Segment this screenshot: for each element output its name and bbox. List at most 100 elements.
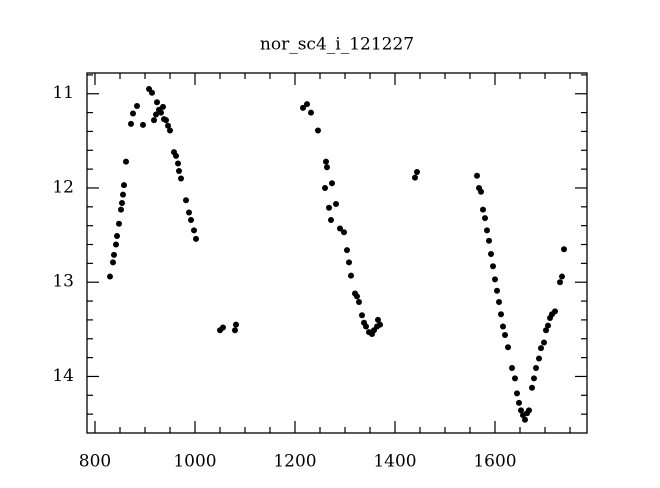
data-point (377, 321, 383, 328)
data-point (154, 99, 160, 106)
data-point (543, 327, 549, 334)
data-point (502, 331, 508, 338)
data-point (414, 168, 420, 175)
data-point (324, 164, 330, 171)
data-point (167, 127, 173, 134)
data-point (412, 174, 418, 181)
data-point (344, 247, 350, 254)
data-point (220, 324, 226, 331)
data-point (484, 227, 490, 234)
data-point (186, 209, 192, 216)
data-point (300, 104, 306, 111)
data-point (541, 339, 547, 346)
data-point (552, 308, 558, 315)
data-point (538, 345, 544, 352)
data-point (121, 182, 127, 189)
y-tick-label: 11 (52, 83, 74, 103)
data-point (114, 233, 120, 240)
data-point (356, 299, 362, 306)
data-point (323, 158, 329, 165)
chart-title: nor_sc4_i_121227 (260, 35, 414, 55)
data-point (490, 263, 496, 270)
data-point (509, 364, 515, 371)
data-point (505, 344, 511, 351)
data-point (348, 272, 354, 279)
data-point (557, 279, 563, 286)
data-point (140, 121, 146, 128)
data-point (522, 416, 528, 423)
data-point (329, 180, 335, 187)
data-point (130, 110, 136, 117)
data-point (363, 323, 369, 330)
x-tick-label: 1400 (373, 452, 416, 472)
data-point (333, 200, 339, 207)
data-point (322, 184, 328, 191)
data-point (518, 407, 524, 414)
data-point (183, 197, 189, 204)
data-point (500, 323, 506, 330)
data-point (119, 200, 125, 207)
data-point (328, 217, 334, 224)
data-point (178, 175, 184, 182)
data-point (498, 311, 504, 318)
data-point (494, 287, 500, 294)
data-point (188, 217, 194, 224)
data-point (165, 122, 171, 129)
x-tick-label: 1600 (473, 452, 516, 472)
data-point (232, 327, 238, 334)
data-point (176, 168, 182, 175)
data-point (173, 152, 179, 159)
data-point (354, 293, 360, 300)
data-point (492, 276, 498, 283)
data-point (120, 191, 126, 198)
data-point (536, 355, 542, 362)
data-point (559, 273, 565, 280)
x-tick-label: 1000 (173, 452, 216, 472)
plot-frame (86, 72, 588, 434)
data-point (163, 117, 169, 124)
data-point (193, 235, 199, 242)
data-point (488, 250, 494, 257)
data-point (375, 316, 381, 323)
data-point (151, 117, 157, 124)
data-point (118, 206, 124, 213)
data-point (474, 172, 480, 179)
data-point (107, 273, 113, 280)
data-point (512, 375, 518, 382)
data-point (113, 241, 119, 248)
y-tick-label: 14 (52, 366, 74, 386)
data-point (529, 384, 535, 391)
data-point (158, 109, 164, 116)
data-point (346, 259, 352, 266)
data-point (561, 246, 567, 253)
x-tick-label: 1200 (273, 452, 316, 472)
data-point (160, 103, 166, 110)
data-point (359, 312, 365, 319)
data-point (191, 227, 197, 234)
data-point (478, 188, 484, 195)
data-point (110, 259, 116, 266)
data-point (308, 109, 314, 116)
data-point (480, 206, 486, 213)
y-tick-label: 12 (52, 177, 74, 197)
data-point (128, 120, 134, 127)
data-point (545, 322, 551, 329)
data-point (337, 225, 343, 232)
data-point (175, 160, 181, 167)
data-point (516, 399, 522, 406)
data-point (116, 220, 122, 227)
data-point (149, 89, 155, 96)
data-point (111, 251, 117, 258)
data-point (153, 111, 159, 118)
data-point (341, 229, 347, 236)
data-point (486, 237, 492, 244)
y-tick-label: 13 (52, 272, 74, 292)
x-tick-label: 800 (79, 452, 111, 472)
data-point (526, 407, 532, 414)
data-point (326, 204, 332, 211)
data-point (233, 321, 239, 328)
data-point (531, 375, 537, 382)
data-point (315, 127, 321, 134)
data-point (514, 390, 520, 397)
